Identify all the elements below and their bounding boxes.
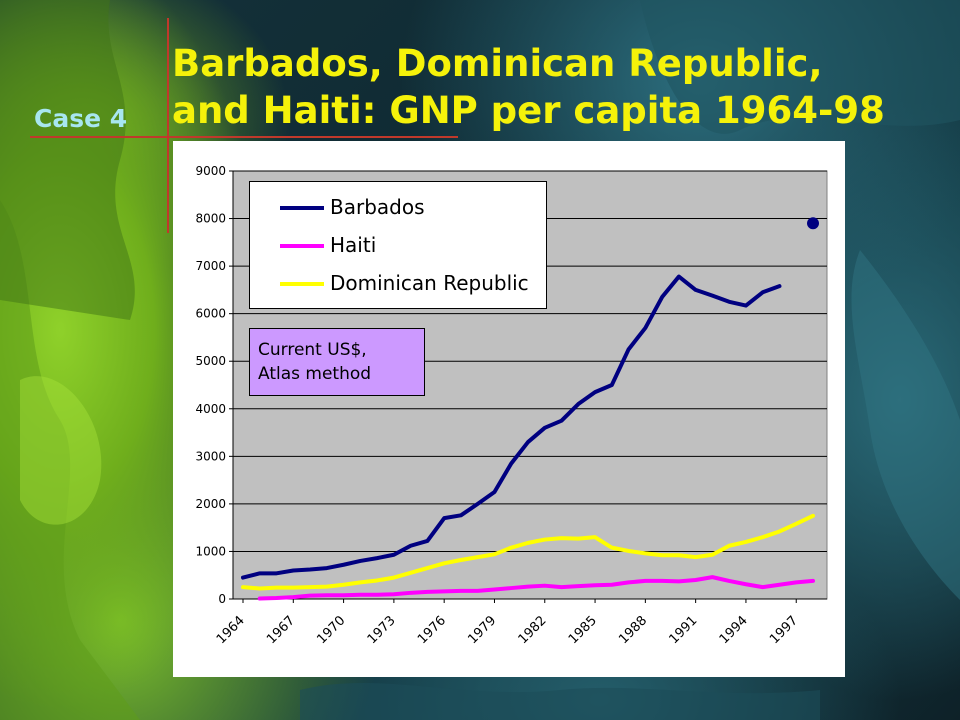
accent-vertical-line: [167, 18, 169, 233]
y-tick-label: 0: [218, 592, 226, 606]
chart-panel: 0 1000 2000 3000 4000 5000 6000 7000 8000 9000 196…: [173, 141, 845, 677]
y-tick-label: 1000: [195, 544, 226, 558]
x-tick-label: 1976: [415, 613, 449, 647]
legend-item-dominican-republic: Dominican Republic: [250, 270, 546, 300]
legend-swatch-haiti: [280, 244, 324, 248]
x-tick-label: 1973: [365, 613, 399, 647]
series-line-dominican-republic: [241, 513, 815, 591]
slide-title: Barbados, Dominican Republic, and Haiti:…: [172, 40, 952, 134]
x-tick-label: 1985: [566, 613, 600, 647]
legend-label-haiti: Haiti: [330, 233, 377, 257]
x-tick-label: 1964: [214, 613, 248, 647]
y-tick-label: 2000: [195, 497, 226, 511]
slide-title-line-1: Barbados, Dominican Republic,: [172, 42, 823, 85]
x-tick-label: 1967: [264, 613, 298, 647]
units-annotation: Current US$, Atlas method: [249, 328, 425, 396]
legend-swatch-barbados: [280, 206, 324, 210]
x-tick-label: 1982: [516, 613, 550, 647]
y-tick-label: 6000: [195, 307, 226, 321]
legend-label-dominican-republic: Dominican Republic: [330, 271, 529, 295]
legend-label-barbados: Barbados: [330, 195, 425, 219]
slide-title-line-2: and Haiti: GNP per capita 1964-98: [172, 89, 885, 132]
x-tick-label: 1991: [666, 613, 700, 647]
legend-swatch-dominican-republic: [280, 282, 324, 286]
x-tick-label: 1970: [314, 613, 348, 647]
y-tick-label: 5000: [195, 354, 226, 368]
legend-item-barbados: Barbados: [250, 194, 546, 224]
y-tick-label: 8000: [195, 212, 226, 226]
y-tick-label: 9000: [195, 164, 226, 178]
x-tick-label: 1988: [616, 613, 650, 647]
y-tick-label: 4000: [195, 402, 226, 416]
annotation-line-2: Atlas method: [258, 364, 372, 384]
accent-horizontal-line: [30, 136, 458, 138]
series-line-barbados: [241, 274, 782, 580]
case-label: Case 4: [34, 104, 128, 133]
x-tick-label: 1997: [767, 613, 801, 647]
x-tick-label: 1979: [465, 613, 499, 647]
chart-legend: Barbados Haiti Dominican Republic: [249, 181, 547, 309]
y-tick-label: 7000: [195, 259, 226, 273]
x-tick-label: 1994: [717, 613, 751, 647]
data-point-barbados-1998: [807, 217, 819, 230]
y-tick-label: 3000: [195, 449, 226, 463]
annotation-line-1: Current US$,: [258, 340, 367, 360]
legend-item-haiti: Haiti: [250, 232, 546, 262]
series-line-haiti: [257, 575, 815, 601]
